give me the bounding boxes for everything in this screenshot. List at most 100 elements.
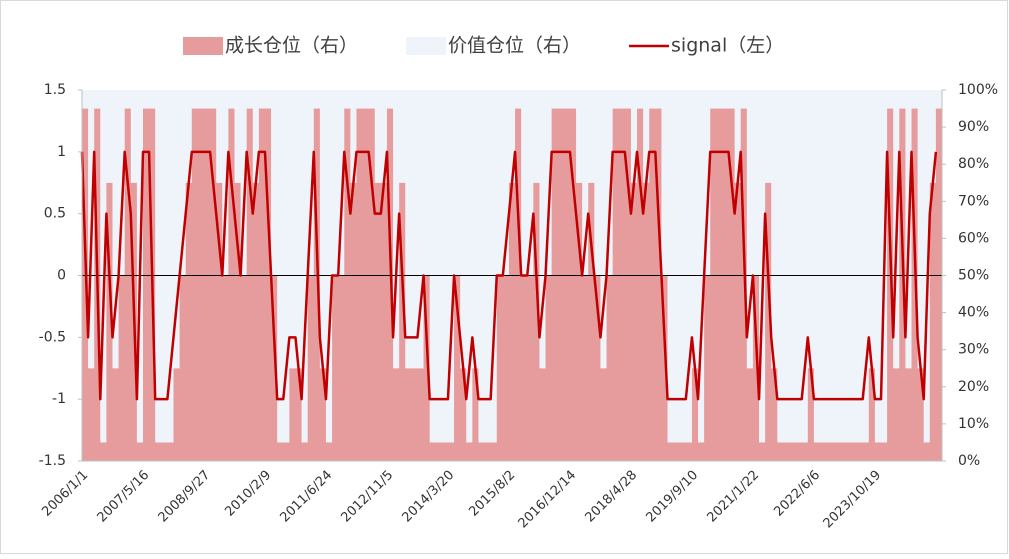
area-segment bbox=[728, 108, 736, 462]
area-segment bbox=[338, 275, 345, 461]
y-tick-label: -0.5 bbox=[39, 329, 66, 345]
area-segment bbox=[594, 275, 601, 461]
area-segment bbox=[405, 90, 412, 369]
area-segment bbox=[740, 90, 748, 109]
area-segment bbox=[429, 90, 437, 443]
area-segment bbox=[576, 182, 583, 461]
area-segment bbox=[173, 368, 180, 461]
area-segment bbox=[521, 275, 528, 461]
area-segment bbox=[826, 90, 833, 443]
area-segment bbox=[356, 90, 363, 109]
area-segment bbox=[490, 90, 498, 443]
area-segment bbox=[252, 90, 260, 183]
area-segment bbox=[252, 182, 260, 461]
area-segment bbox=[704, 90, 711, 276]
area-segment bbox=[874, 90, 882, 443]
area-segment bbox=[496, 275, 504, 461]
area-segment bbox=[832, 90, 839, 443]
area-segment bbox=[637, 108, 644, 462]
area-segment bbox=[917, 368, 925, 461]
area-segment bbox=[185, 182, 193, 461]
area-segment bbox=[124, 108, 132, 462]
legend-label: 成长仓位（右） bbox=[225, 35, 358, 57]
y2-tick-label: 30% bbox=[958, 342, 989, 358]
area-segment bbox=[508, 90, 516, 183]
area-segment bbox=[673, 90, 681, 443]
area-segment bbox=[106, 182, 113, 461]
area-segment bbox=[271, 275, 278, 461]
area-segment bbox=[862, 442, 870, 461]
area-segment bbox=[411, 368, 418, 461]
area-segment bbox=[173, 90, 180, 369]
area-segment bbox=[368, 90, 376, 109]
y2-tick-label: 90% bbox=[958, 119, 989, 135]
area-segment bbox=[246, 108, 254, 462]
y2-tick-label: 40% bbox=[958, 305, 989, 321]
area-segment bbox=[710, 108, 717, 462]
area-segment bbox=[722, 108, 729, 462]
area-segment bbox=[752, 90, 760, 276]
area-segment bbox=[106, 90, 113, 183]
area-segment bbox=[332, 90, 339, 276]
area-segment bbox=[216, 182, 223, 461]
area-segment bbox=[728, 90, 736, 109]
area-segment bbox=[533, 90, 540, 183]
area-segment bbox=[264, 90, 272, 109]
area-segment bbox=[515, 90, 522, 109]
area-segment bbox=[466, 90, 473, 443]
area-segment bbox=[338, 90, 345, 276]
area-segment bbox=[240, 275, 248, 461]
area-segment bbox=[582, 90, 589, 276]
area-segment bbox=[813, 442, 821, 461]
area-segment bbox=[539, 90, 546, 369]
area-segment bbox=[197, 90, 205, 109]
area-segment bbox=[557, 90, 565, 109]
area-segment bbox=[545, 275, 553, 461]
area-segment bbox=[319, 368, 327, 461]
area-segment bbox=[167, 90, 174, 443]
area-segment bbox=[881, 442, 888, 461]
area-segment bbox=[527, 90, 534, 276]
area-segment bbox=[667, 442, 675, 461]
area-segment bbox=[606, 90, 614, 276]
y-tick-label: 0 bbox=[57, 268, 66, 284]
area-segment bbox=[191, 108, 199, 462]
area-segment bbox=[807, 368, 815, 461]
area-segment bbox=[441, 442, 449, 461]
area-segment bbox=[289, 368, 296, 461]
area-segment bbox=[246, 90, 254, 109]
area-segment bbox=[344, 90, 351, 109]
area-segment bbox=[551, 108, 559, 462]
area-segment bbox=[88, 368, 95, 461]
area-segment bbox=[362, 90, 370, 109]
area-segment bbox=[429, 442, 437, 461]
area-segment bbox=[155, 90, 162, 443]
area-segment bbox=[545, 90, 553, 276]
area-segment bbox=[844, 90, 851, 443]
area-segment bbox=[600, 90, 607, 369]
area-segment bbox=[612, 90, 620, 109]
area-segment bbox=[698, 90, 705, 443]
area-segment bbox=[161, 442, 168, 461]
legend-swatch bbox=[406, 37, 447, 55]
area-segment bbox=[624, 90, 632, 109]
area-segment bbox=[502, 275, 510, 461]
area-segment bbox=[490, 442, 498, 461]
area-segment bbox=[216, 90, 223, 183]
area-segment bbox=[679, 90, 687, 443]
area-segment bbox=[411, 90, 418, 369]
area-segment bbox=[820, 442, 827, 461]
area-segment bbox=[643, 182, 650, 461]
area-segment bbox=[386, 90, 394, 109]
area-segment bbox=[783, 90, 790, 443]
area-segment bbox=[478, 442, 485, 461]
legend-label: signal（左） bbox=[671, 35, 784, 57]
area-segment bbox=[393, 90, 400, 369]
y2-tick-label: 20% bbox=[958, 379, 989, 395]
area-segment bbox=[588, 90, 595, 183]
area-segment bbox=[569, 90, 577, 109]
area-segment bbox=[496, 90, 504, 276]
area-segment bbox=[734, 90, 742, 183]
area-segment bbox=[435, 442, 443, 461]
area-segment bbox=[417, 90, 424, 369]
